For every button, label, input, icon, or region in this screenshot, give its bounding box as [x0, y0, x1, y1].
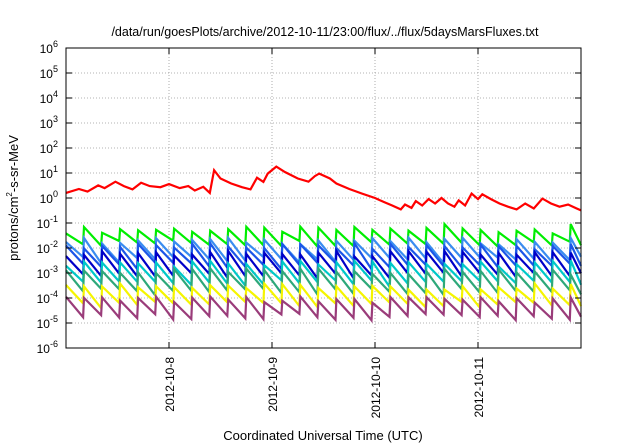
series-line-green	[65, 221, 582, 250]
y-tick-base: 10	[37, 267, 51, 281]
y-tick-base: 10	[37, 317, 51, 331]
x-tick-label: 2012-10-8	[163, 357, 177, 412]
series-line-teal	[65, 265, 582, 299]
y-axis-title-pre: protons/cm	[6, 197, 21, 261]
x-axis-title: Coordinated Universal Time (UTC)	[223, 428, 422, 443]
y-axis-title-sup: 2	[5, 192, 14, 197]
y-tick-base: 10	[37, 292, 51, 306]
y-tick-exp: 1	[53, 164, 58, 174]
y-axis-ticks: 10-610-510-410-310-210-11001011021031041…	[37, 39, 581, 356]
y-tick-base: 10	[37, 217, 51, 231]
x-tick-label: 2012-10-10	[369, 357, 383, 419]
y-tick-base: 10	[40, 192, 54, 206]
y-tick-exp: -4	[50, 289, 58, 299]
y-tick-base: 10	[40, 142, 54, 156]
y-tick-label: 101	[40, 164, 58, 181]
y-tick-label: 10-4	[37, 289, 58, 306]
y-tick-base: 10	[37, 242, 51, 256]
y-tick-label: 10-5	[37, 314, 58, 331]
y-tick-exp: -6	[50, 339, 58, 349]
y-tick-exp: -1	[50, 214, 58, 224]
y-tick-exp: -2	[50, 239, 58, 249]
y-tick-label: 10-1	[37, 214, 58, 231]
y-tick-base: 10	[40, 92, 54, 106]
y-tick-base: 10	[37, 342, 51, 356]
y-tick-label: 100	[40, 189, 58, 206]
x-tick-label: 2012-10-11	[472, 357, 486, 418]
y-tick-label: 102	[40, 139, 58, 156]
y-tick-label: 104	[40, 89, 58, 106]
y-tick-label: 106	[40, 39, 58, 56]
y-axis-title-post: -s-sr-MeV	[6, 135, 21, 192]
y-tick-exp: 5	[53, 64, 58, 74]
y-tick-label: 10-3	[37, 264, 58, 281]
series-line-red	[65, 165, 582, 212]
y-axis-title: protons/cm2-s-sr-MeV	[5, 135, 21, 261]
y-tick-label: 10-2	[37, 239, 58, 256]
y-tick-exp: 2	[53, 139, 58, 149]
x-tick-label: 2012-10-9	[266, 357, 280, 412]
y-tick-label: 105	[40, 64, 58, 81]
series-lines	[65, 165, 583, 324]
y-tick-base: 10	[40, 42, 54, 56]
y-tick-exp: 4	[53, 89, 58, 99]
y-tick-exp: 6	[53, 39, 58, 49]
y-tick-base: 10	[40, 167, 54, 181]
series-line-magenta	[65, 293, 582, 324]
x-axis-ticks: 2012-10-8 2012-10-9 2012-10-10 2012-10-11	[163, 48, 486, 418]
y-tick-label: 10-6	[37, 339, 58, 356]
y-tick-exp: -3	[50, 264, 58, 274]
y-tick-exp: 3	[53, 114, 58, 124]
y-tick-label: 103	[40, 114, 58, 131]
y-tick-exp: 0	[53, 189, 58, 199]
y-tick-base: 10	[40, 117, 54, 131]
chart-title: /data/run/goesPlots/archive/2012-10-11/2…	[111, 25, 539, 39]
y-tick-base: 10	[40, 67, 54, 81]
series-line-yellow	[65, 280, 582, 311]
y-tick-exp: -5	[50, 314, 58, 324]
